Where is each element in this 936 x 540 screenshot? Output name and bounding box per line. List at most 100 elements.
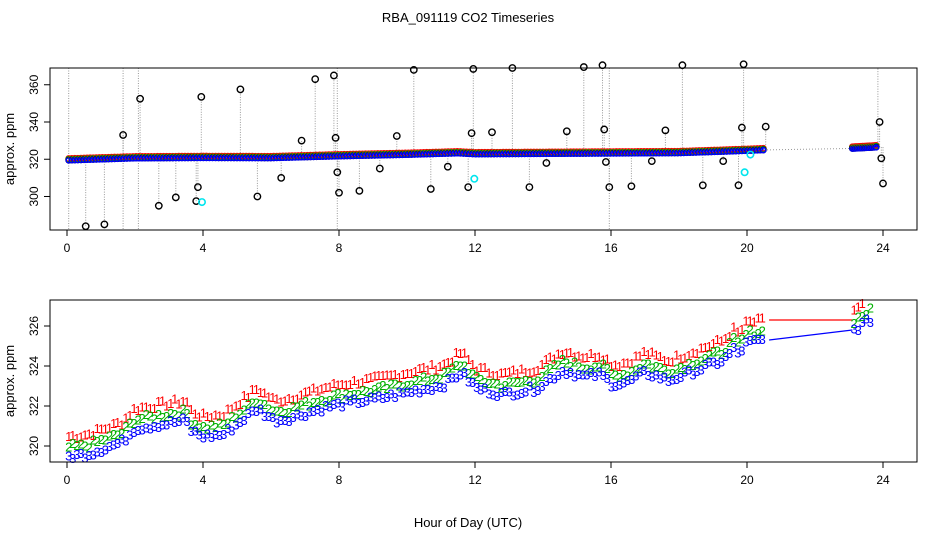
series-2-glyph: 2 [587,362,594,377]
series-3-glyph: 3 [114,436,121,451]
raw-outlier-point [331,133,340,142]
raw-outlier-point [119,131,128,139]
series-2-glyph: 2 [396,378,403,393]
series-2-glyph: 2 [608,366,615,381]
series-1-glyph: 1 [147,401,154,416]
series-2-glyph: 2 [734,334,741,349]
series-2-glyph: 2 [559,352,566,367]
series-2-glyph: 2 [518,374,525,389]
series-2-glyph: 2 [167,406,174,421]
top-marks [65,60,887,231]
series-3-glyph: 3 [587,365,594,380]
series-1-glyph: 1 [746,313,753,328]
series-2-glyph: 2 [375,379,382,394]
series-2-glyph: 2 [77,436,84,451]
top-x-tick-label: 0 [64,241,71,255]
series-3-glyph: 3 [330,397,337,412]
series-2-glyph: 2 [404,378,411,393]
series-3-glyph: 3 [579,367,586,382]
series-1-glyph: 1 [526,365,533,380]
series-1-glyph: 1 [192,407,199,422]
series-1-glyph: 1 [432,362,439,377]
raw-outlier-point [605,183,614,192]
series-2-glyph: 2 [591,360,598,375]
series-1-glyph: 1 [859,296,866,311]
series-1-glyph: 1 [461,346,468,361]
series-1-glyph: 1 [126,408,133,423]
series-3-glyph: 3 [714,357,721,372]
raw-outlier-point [738,123,746,132]
series-2-glyph: 2 [571,355,578,370]
series-3-glyph: 3 [220,427,227,442]
series-2-glyph: 2 [742,327,749,342]
series-1-glyph: 1 [400,367,407,382]
series-3-glyph: 3 [367,390,374,405]
series-1-glyph: 1 [110,416,117,431]
series-2-glyph: 2 [314,395,321,410]
series-1-glyph: 1 [730,320,737,335]
series-3-glyph: 3 [65,448,72,463]
series-3-glyph: 3 [859,315,866,330]
series-3-glyph: 3 [81,451,88,466]
series-3-glyph: 3 [469,375,476,390]
series-1-glyph: 1 [587,346,594,361]
series-1-glyph: 1 [253,382,260,397]
series-3-glyph: 3 [77,446,84,461]
bot-y-tick-label: 326 [27,316,41,336]
series-1-glyph: 1 [628,356,635,371]
series-1-glyph: 1 [579,351,586,366]
series-1-glyph: 1 [330,376,337,391]
series-3-glyph: 3 [306,405,313,420]
series-3-glyph: 3 [534,383,541,398]
series-3-glyph: 3 [175,414,182,429]
series-1-glyph: 1 [241,388,248,403]
series-2-glyph: 2 [432,371,439,386]
series-3-glyph: 3 [383,390,390,405]
flagged-point [746,150,755,159]
series-2-glyph: 2 [85,440,92,455]
series-3-glyph: 3 [616,377,623,392]
series-3-glyph: 3 [110,438,117,453]
series-2-glyph: 2 [253,396,260,411]
series-1-glyph: 1 [616,359,623,374]
raw-outlier-point [392,132,401,140]
series-3-glyph: 3 [298,408,305,423]
series-2-glyph: 2 [155,407,162,422]
series-3-glyph: 3 [334,395,341,410]
series-3-glyph: 3 [192,423,199,438]
series-2-glyph: 2 [73,438,80,453]
series-1-glyph: 1 [155,394,162,409]
series-2-glyph: 2 [383,381,390,396]
series-3-glyph: 3 [428,383,435,398]
top-plot-frame [49,67,918,231]
series-1-glyph: 1 [85,426,92,441]
bot-x-tick-label: 4 [200,473,207,487]
raw-outlier-point [488,128,496,137]
series-3-glyph: 3 [232,417,239,432]
series-2-glyph: 2 [689,358,696,373]
series-2-glyph: 2 [575,360,582,375]
series-1-glyph: 1 [391,367,398,382]
series-1-glyph: 1 [665,354,672,369]
series-2-glyph: 2 [697,353,704,368]
bot-y-tick-label: 320 [27,436,41,456]
series-1-glyph: 1 [600,352,607,367]
series-2-glyph: 2 [151,411,158,426]
series-2-glyph: 2 [98,432,105,447]
series-1-glyph: 1 [183,395,190,410]
flagged-point [470,174,479,183]
series-2-glyph: 2 [330,388,337,403]
series-3-glyph: 3 [359,395,366,410]
series-2-glyph: 2 [579,361,586,376]
series-1-glyph: 1 [77,429,84,444]
series-1-glyph: 1 [367,370,374,385]
series-1-glyph: 1 [702,340,709,355]
series-2-glyph: 2 [220,417,227,432]
series-3-glyph: 3 [285,414,292,429]
top-x-tick-label: 20 [740,241,754,255]
series-2-glyph: 2 [273,404,280,419]
series-2-glyph: 2 [424,373,431,388]
series-2-glyph: 2 [261,397,268,412]
series-1-glyph: 1 [363,371,370,386]
series-1-glyph: 1 [294,391,301,406]
